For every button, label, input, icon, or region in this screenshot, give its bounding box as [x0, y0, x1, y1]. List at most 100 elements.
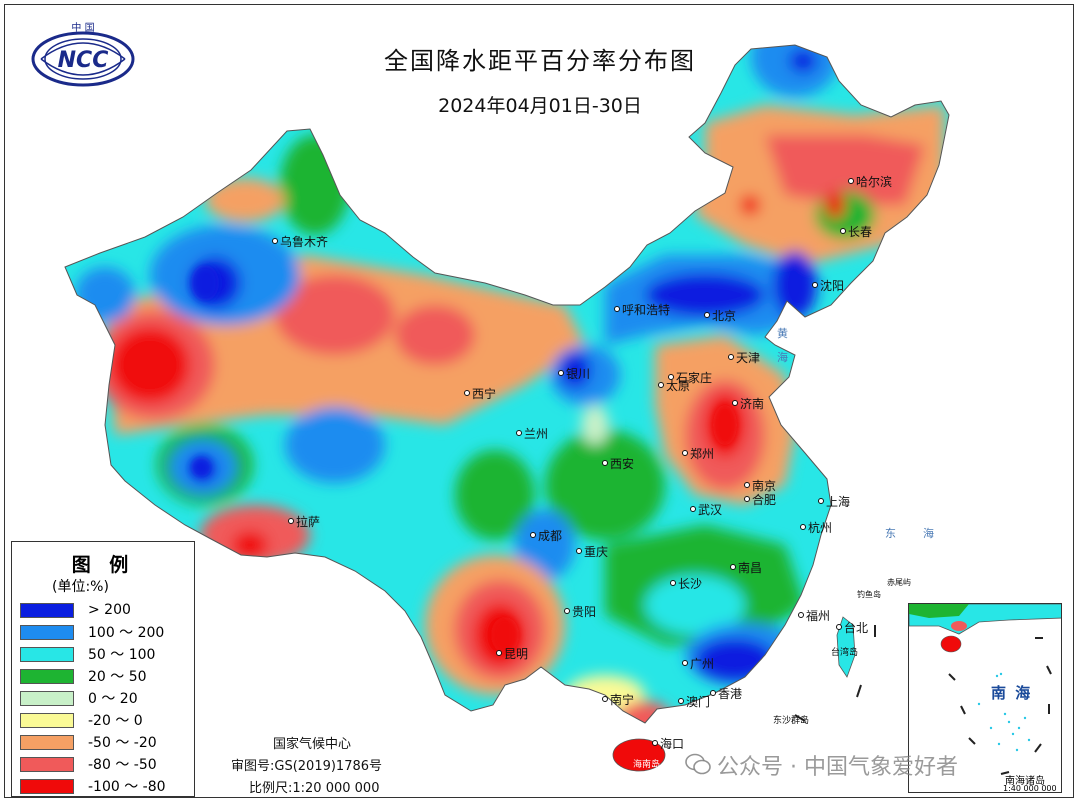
city-marker	[558, 370, 564, 376]
city-marker	[658, 382, 664, 388]
city-marker	[690, 506, 696, 512]
city-label: 沈阳	[820, 279, 845, 293]
legend-swatch	[20, 712, 74, 728]
city-marker	[652, 740, 658, 746]
legend-label: 50 ～ 100	[88, 647, 156, 663]
city-marker	[812, 282, 818, 288]
city-label: 长沙	[678, 577, 703, 591]
city-label: 重庆	[584, 545, 609, 559]
city-label: 香港	[718, 687, 743, 701]
island-label-hainan: 海南岛	[633, 760, 661, 770]
city-label: 太原	[666, 379, 691, 393]
legend-item: 50 ～ 100	[20, 644, 155, 664]
legend-swatch	[20, 668, 74, 684]
sea-label-hai-1: 海	[777, 351, 788, 364]
legend-label: 100 ～ 200	[88, 625, 165, 641]
legend-swatch	[20, 602, 74, 618]
legend-swatch	[20, 624, 74, 640]
island-label-taiwan: 台湾岛	[831, 648, 859, 658]
city-marker	[272, 238, 278, 244]
city-label: 广州	[690, 657, 715, 671]
legend-swatch	[20, 646, 74, 662]
map-frame: NCC 中 国 全国降水距平百分率分布图 2024年04月01日-30日 乌鲁木…	[4, 4, 1074, 798]
city-label: 合肥	[752, 493, 777, 507]
city-marker	[614, 306, 620, 312]
city-label: 贵阳	[572, 605, 597, 619]
city-marker	[670, 580, 676, 586]
city-marker	[678, 698, 684, 704]
city-marker	[732, 400, 738, 406]
sea-label-dong: 东	[885, 527, 896, 540]
city-marker	[682, 450, 688, 456]
credit-agency: 国家气候中心	[273, 737, 352, 752]
precip-map	[64, 44, 950, 772]
city-label: 南京	[752, 479, 777, 493]
legend: 图 例 (单位:%) > 200 100 ～ 200 50 ～ 100 20 ～…	[11, 541, 195, 797]
city-label: 澳门	[686, 695, 711, 709]
city-marker	[288, 518, 294, 524]
city-marker	[710, 690, 716, 696]
city-marker	[836, 624, 842, 630]
legend-unit: (单位:%)	[52, 579, 109, 595]
legend-item: -80 ～ -50	[20, 754, 157, 774]
city-label: 南宁	[610, 693, 635, 707]
city-marker	[576, 548, 582, 554]
legend-swatch	[20, 734, 74, 750]
inset-scale: 1:40 000 000	[1003, 784, 1057, 793]
city-marker	[704, 312, 710, 318]
wechat-icon	[685, 753, 711, 775]
city-label: 石家庄	[676, 371, 713, 385]
credit-approval: 审图号:GS(2019)1786号	[231, 759, 383, 774]
city-label: 银川	[566, 367, 591, 381]
legend-label: 20 ～ 50	[88, 669, 147, 685]
inset-map	[909, 604, 1061, 775]
legend-label: 0 ～ 20	[88, 691, 138, 707]
city-marker	[464, 390, 470, 396]
city-label: 郑州	[690, 447, 715, 461]
city-marker	[840, 228, 846, 234]
city-marker	[602, 460, 608, 466]
legend-title: 图 例	[71, 554, 135, 576]
maritime-boundary	[794, 625, 876, 722]
legend-item: -100 ～ -80	[20, 776, 166, 796]
city-marker	[818, 498, 824, 504]
city-label: 哈尔滨	[856, 175, 893, 189]
city-marker	[728, 354, 734, 360]
legend-label: -20 ～ 0	[88, 713, 143, 729]
legend-item: -50 ～ -20	[20, 732, 157, 752]
taiwan-island	[836, 616, 856, 678]
city-label: 西宁	[472, 387, 497, 401]
logo-mark: NCC	[58, 48, 109, 73]
map-title: 全国降水距平百分率分布图	[384, 47, 696, 75]
city-marker	[668, 374, 674, 380]
city-marker	[848, 178, 854, 184]
city-marker	[602, 696, 608, 702]
legend-item: -20 ～ 0	[20, 710, 143, 730]
city-label: 台北	[844, 621, 869, 635]
legend-label: -80 ～ -50	[88, 757, 157, 773]
city-label: 兰州	[524, 427, 549, 441]
city-label: 北京	[712, 309, 737, 323]
legend-item: > 200	[20, 600, 131, 620]
legend-label: -100 ～ -80	[88, 779, 166, 795]
watermark-text: 公众号 · 中国气象爱好者	[717, 755, 958, 780]
city-marker	[682, 660, 688, 666]
logo-top-text: 中 国	[71, 21, 94, 34]
inset-sea-name: 南 海	[991, 684, 1033, 702]
legend-item: 20 ～ 50	[20, 666, 147, 686]
map-date-range: 2024年04月01日-30日	[438, 95, 642, 117]
city-marker	[798, 612, 804, 618]
city-label: 南昌	[738, 561, 763, 575]
city-label: 呼和浩特	[622, 303, 671, 317]
city-label: 海口	[660, 737, 685, 751]
south-china-sea-inset: 南 海 南海诸岛 1:40 000 000	[908, 603, 1062, 793]
city-marker	[496, 650, 502, 656]
sea-label-hai-2: 海	[923, 527, 934, 540]
city-marker	[516, 430, 522, 436]
city-label: 武汉	[698, 503, 723, 517]
city-label: 长春	[848, 225, 873, 239]
city-label: 上海	[826, 495, 851, 509]
city-marker	[530, 532, 536, 538]
hainan-island	[612, 738, 666, 772]
city-label: 拉萨	[296, 515, 321, 529]
